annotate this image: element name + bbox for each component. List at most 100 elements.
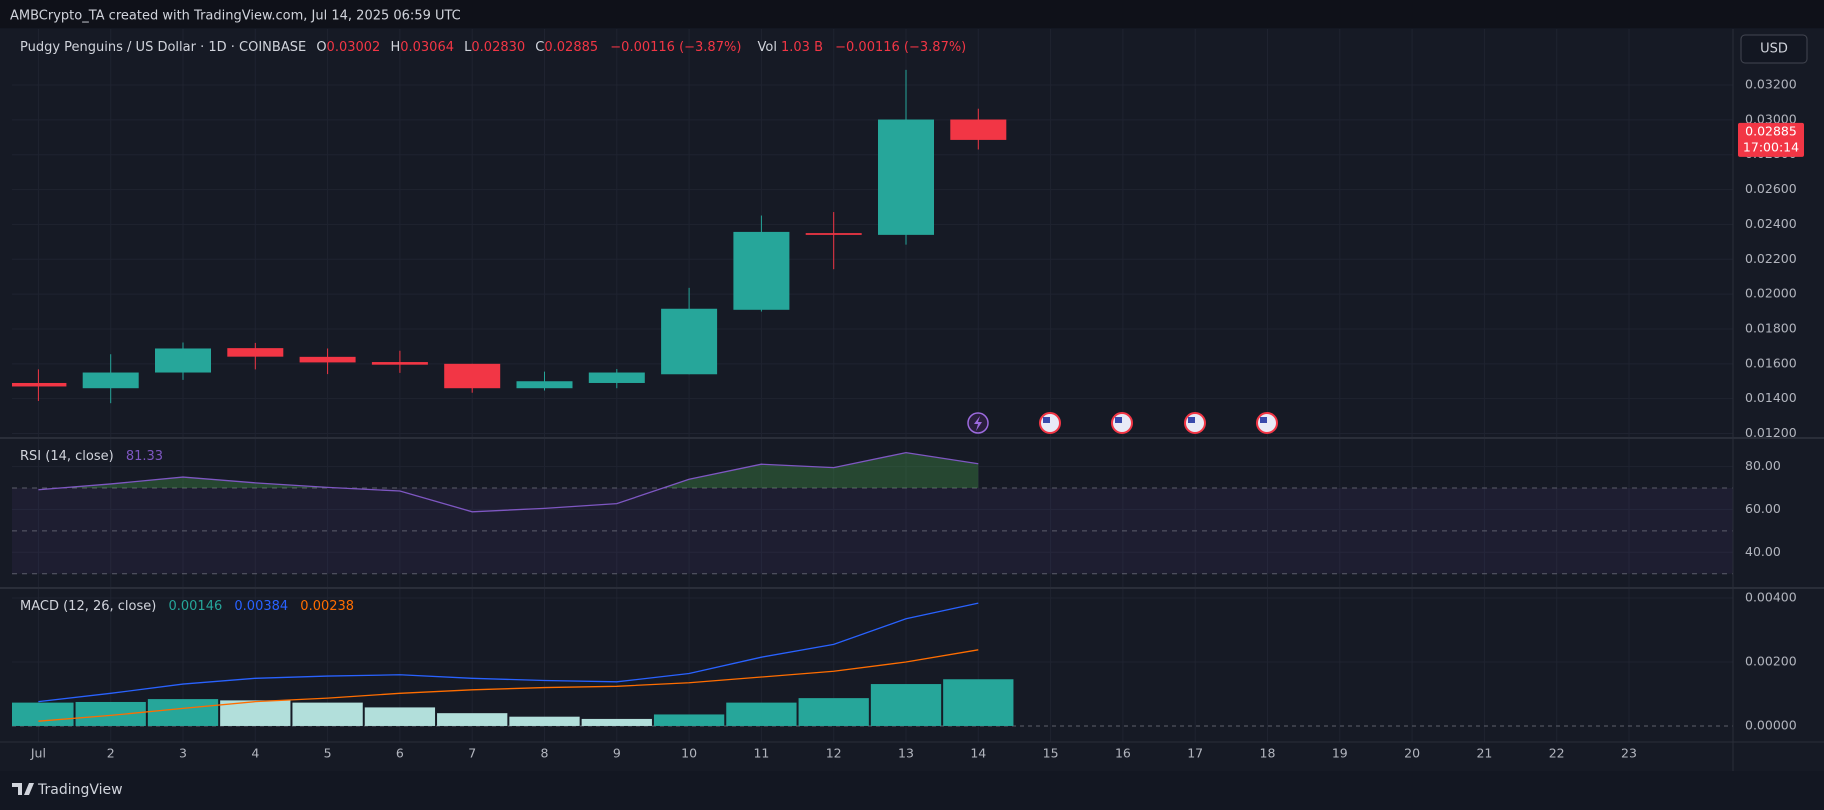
x-tick-label: 12 — [826, 746, 842, 761]
y-tick-label: 0.02400 — [1745, 216, 1797, 231]
legend-change: −0.00116 (−3.87%) — [835, 40, 966, 55]
x-tick-label: 6 — [396, 746, 404, 761]
rsi-value: 81.33 — [126, 449, 163, 464]
x-tick-label: 14 — [970, 746, 986, 761]
legend-change: −0.00116 (−3.87%) — [610, 40, 741, 55]
overbought-fill — [38, 452, 979, 488]
legend-label: Vol — [758, 40, 777, 55]
lightning — [974, 416, 982, 431]
x-tick-label: 13 — [898, 746, 914, 761]
last-price-tag — [1738, 122, 1804, 157]
flag-canton — [1115, 417, 1122, 423]
y-tick-label: 40.00 — [1745, 544, 1781, 559]
x-tick-label: 2 — [107, 746, 115, 761]
candle-body — [444, 363, 501, 389]
candle-body — [878, 119, 934, 235]
candle-body — [588, 372, 645, 383]
x-tick-label: 15 — [1043, 746, 1059, 761]
flag-canton — [1260, 417, 1267, 423]
y-tick-label: 0.01600 — [1745, 355, 1797, 370]
rsi-legend: RSI (14, close) 81.33 — [20, 449, 163, 464]
logo-mark — [12, 783, 34, 795]
countdown-label: 17:00:14 — [1743, 139, 1799, 154]
legend-value: 0.03002 — [327, 40, 381, 55]
candle-body — [733, 231, 790, 310]
histogram-bar — [943, 679, 1014, 726]
last-price-label: 0.02885 — [1745, 123, 1797, 138]
macd-line — [38, 602, 979, 703]
y-tick-label: 0.00400 — [1745, 589, 1797, 604]
y-tick-label: 0.01200 — [1745, 425, 1797, 440]
x-tick-label: 18 — [1260, 746, 1276, 761]
footer-logo[interactable]: TradingView — [12, 782, 123, 798]
main-legend: Pudgy Penguins / US Dollar · 1D · COINBA… — [20, 40, 966, 55]
x-tick-label: 10 — [681, 746, 697, 761]
histogram-bar — [220, 700, 291, 726]
button-frame[interactable] — [1740, 34, 1808, 64]
signal-value: 0.00238 — [300, 599, 354, 614]
y-tick-label: 0.02600 — [1745, 181, 1797, 196]
x-tick-label: 4 — [251, 746, 259, 761]
x-tick-label: 7 — [468, 746, 476, 761]
histogram-bar — [364, 707, 436, 726]
x-tick-label: 16 — [1115, 746, 1131, 761]
logo-text: TradingView — [37, 782, 123, 798]
y-tick-label: 60.00 — [1745, 501, 1781, 516]
x-tick-label: 8 — [541, 746, 549, 761]
histogram-bar — [870, 684, 942, 726]
x-tick-label: 21 — [1476, 746, 1492, 761]
plot-layer — [12, 69, 1733, 726]
histogram-bar — [726, 702, 797, 726]
candle-body — [950, 119, 1007, 140]
y-tick-label: 0.01400 — [1745, 390, 1797, 405]
rsi-line — [38, 451, 979, 513]
legend-label: C — [535, 40, 544, 55]
histogram-bar — [437, 713, 508, 726]
macd-title: MACD (12, 26, close) — [20, 599, 156, 614]
legend-value: 0.02830 — [471, 40, 525, 55]
y-tick-label: 0.00000 — [1745, 717, 1797, 732]
x-tick-label: 20 — [1404, 746, 1420, 761]
histogram-bar — [798, 698, 869, 726]
legend-value: 1.03 B — [781, 40, 823, 55]
histogram-bar — [653, 714, 725, 726]
symbol-title: Pudgy Penguins / US Dollar · 1D · COINBA… — [20, 40, 306, 55]
histogram-bar — [581, 718, 652, 726]
header-bar — [0, 0, 1824, 28]
candle-body — [516, 381, 573, 389]
legend-label: O — [316, 40, 326, 55]
currency-button[interactable]: USD — [1740, 34, 1808, 64]
legend-value: 0.03064 — [400, 40, 454, 55]
histogram-bar — [75, 701, 146, 726]
y-tick-label: 0.02200 — [1745, 251, 1797, 266]
candle-body — [227, 348, 284, 357]
rsi-title: RSI (14, close) — [20, 449, 114, 464]
macd-legend: MACD (12, 26, close) 0.00146 0.00384 0.0… — [20, 599, 354, 614]
flag-cantons — [1043, 417, 1267, 423]
legend-label: L — [464, 40, 472, 55]
histogram-bar — [292, 702, 363, 726]
x-tick-label: 19 — [1332, 746, 1348, 761]
attribution: AMBCrypto_TA created with TradingView.co… — [10, 9, 461, 24]
x-tick-label: Jul — [30, 746, 46, 761]
x-tick-label: 9 — [613, 746, 621, 761]
button-label[interactable]: USD — [1760, 42, 1788, 57]
candle-body — [805, 233, 862, 235]
y-tick-label: 80.00 — [1745, 458, 1781, 473]
candle-body — [82, 372, 139, 389]
y-tick-label: 0.01800 — [1745, 320, 1797, 335]
signal-line — [38, 649, 979, 722]
candle-body — [661, 308, 718, 375]
y-tick-label: 0.03000 — [1745, 111, 1797, 126]
y-tick-label: 0.00200 — [1745, 653, 1797, 668]
legend-label: H — [390, 40, 400, 55]
histogram-bar — [509, 716, 580, 726]
grid-layer — [12, 29, 1733, 742]
histogram-bar — [12, 702, 74, 726]
x-tick-label: 11 — [753, 746, 769, 761]
histogram-bar — [147, 699, 219, 726]
legend-value: 0.02885 — [544, 40, 598, 55]
candle-body — [371, 362, 428, 365]
candle-body — [299, 356, 356, 363]
